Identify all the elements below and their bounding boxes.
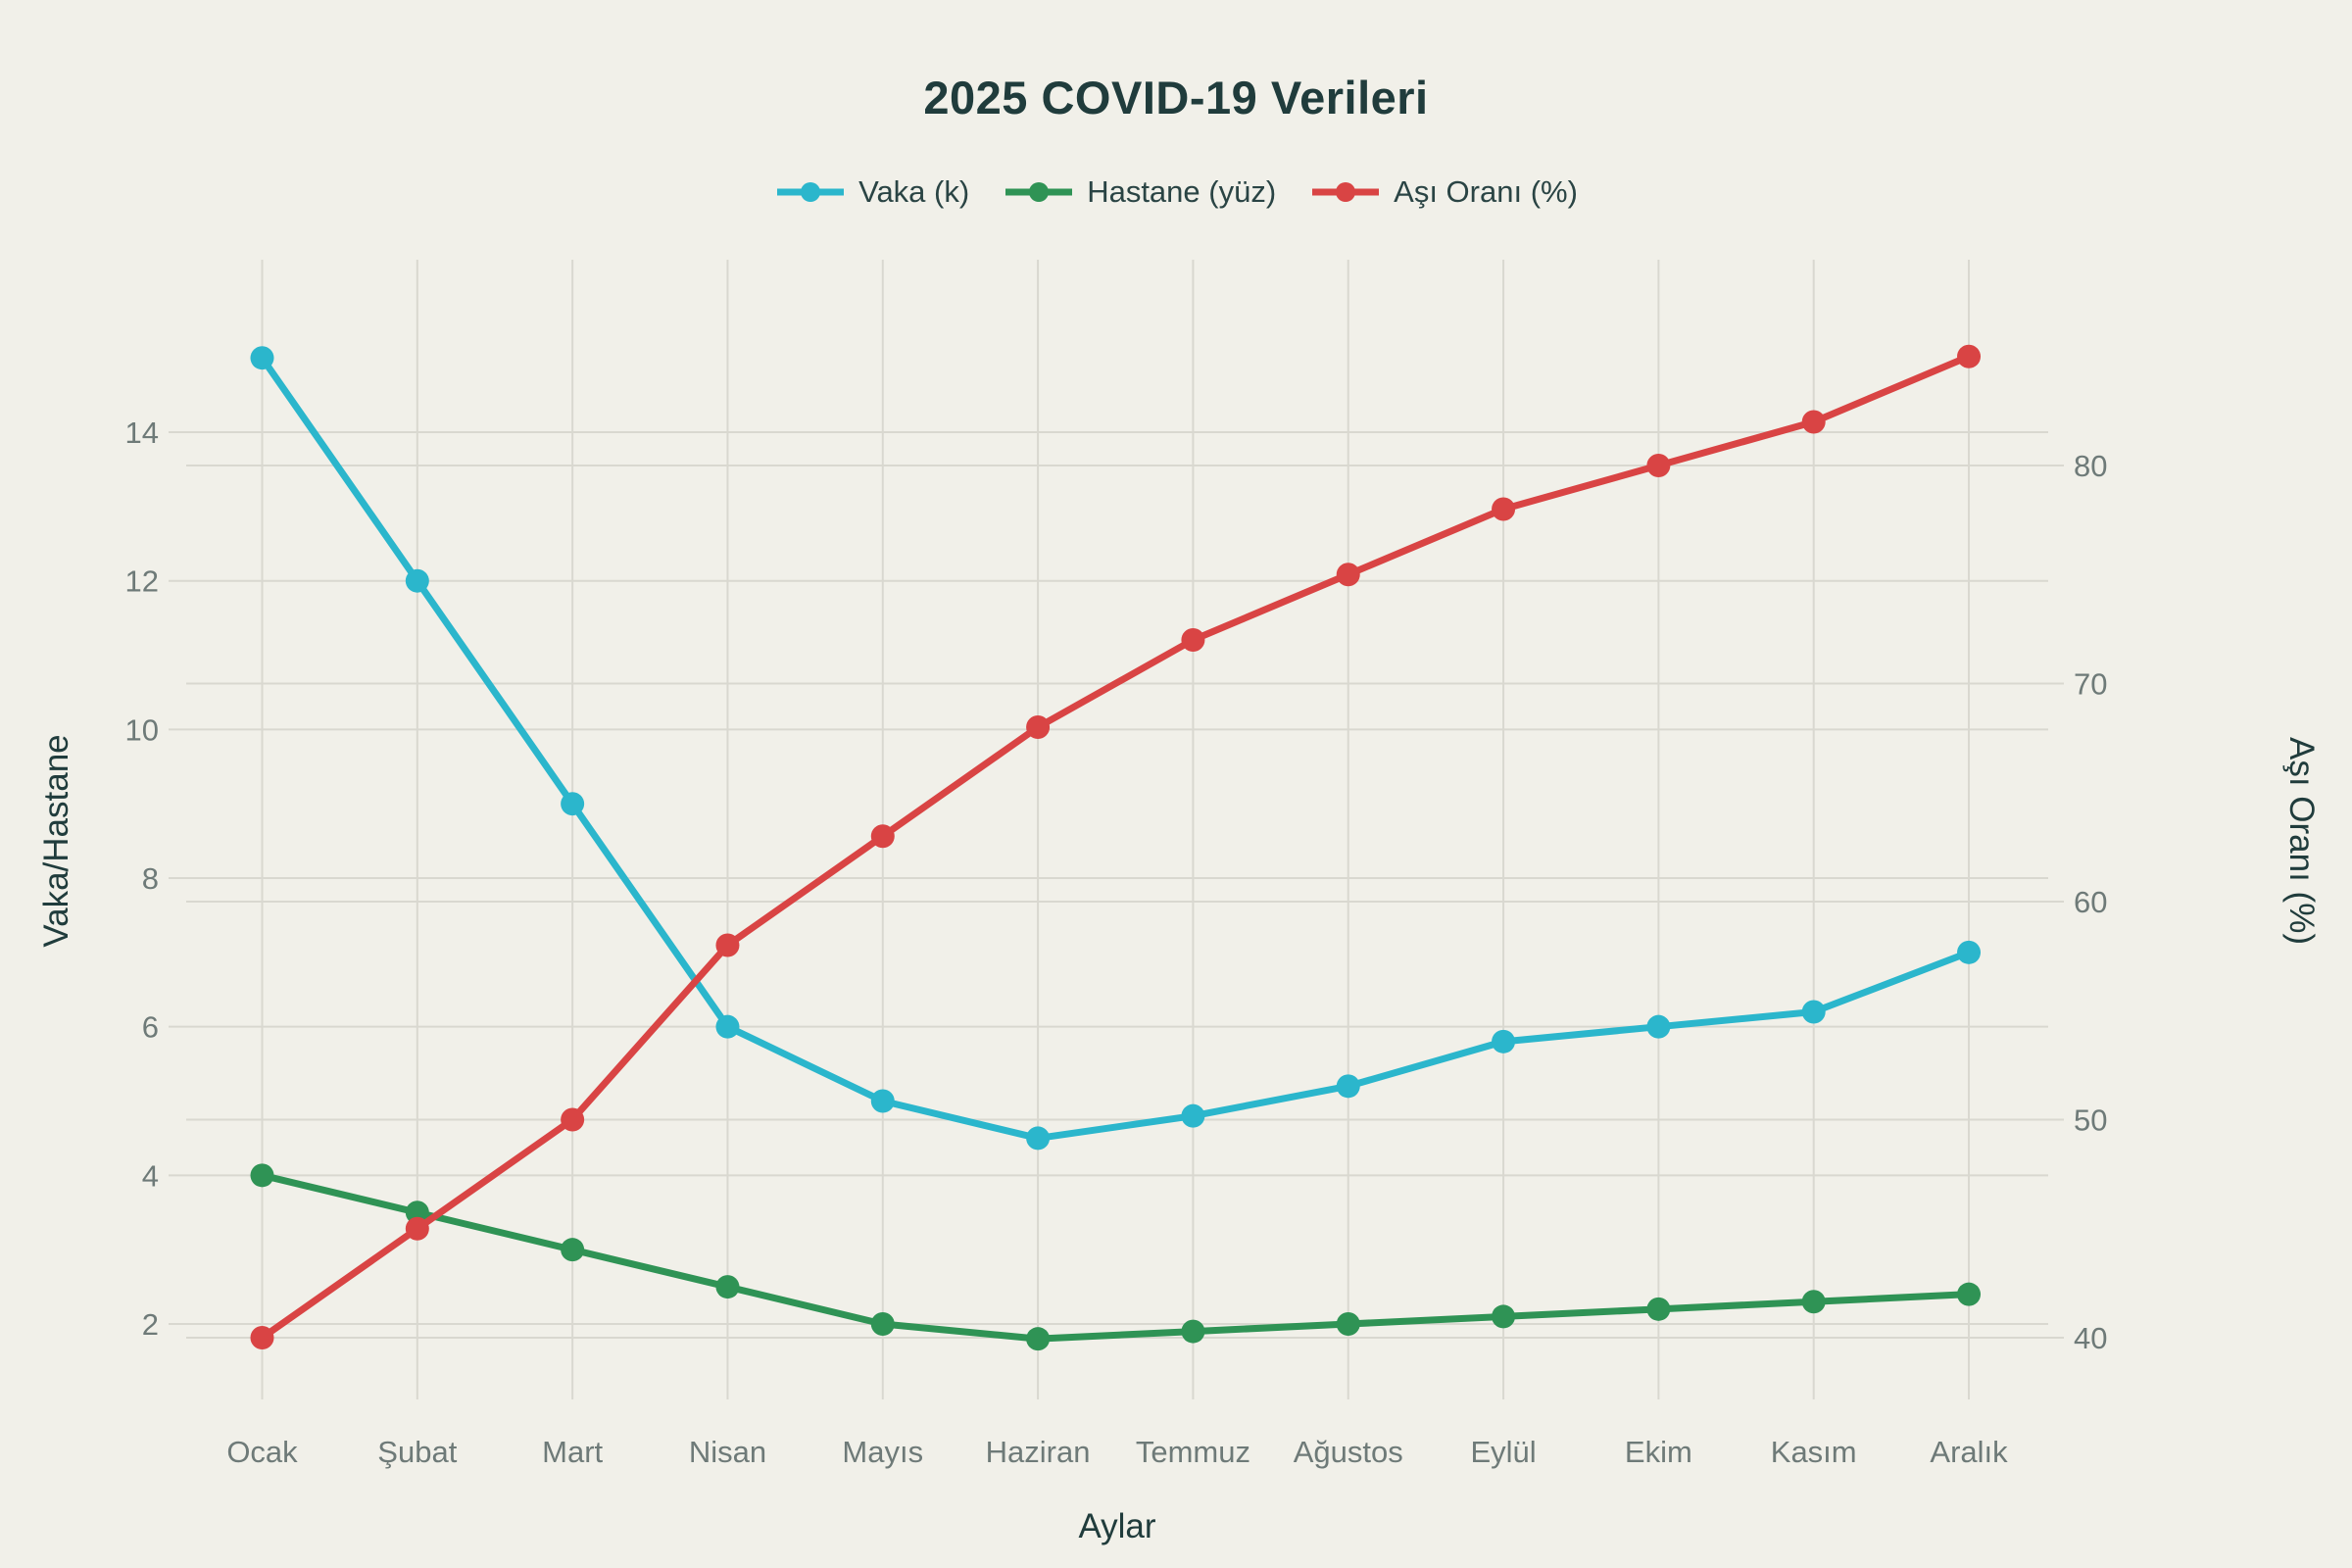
svg-text:50: 50 <box>2074 1103 2107 1138</box>
legend-marker-line-icon <box>1312 182 1380 202</box>
legend-item-vaka[interactable]: Vaka (k) <box>774 174 969 210</box>
left-axis-title: Vaka/Hastane <box>37 734 75 948</box>
right-axis-tick-labels: 40 50 60 70 80 <box>2074 449 2107 1355</box>
legend-item-asi-orani[interactable]: Aşı Oranı (%) <box>1309 174 1578 210</box>
legend-label: Aşı Oranı (%) <box>1394 174 1578 209</box>
svg-text:Aralık: Aralık <box>1930 1435 2008 1469</box>
legend-marker-line-icon <box>1005 182 1073 202</box>
left-axis-tick-labels: 2 4 6 8 10 12 14 <box>125 416 159 1342</box>
series-a-oran- <box>250 344 1982 1349</box>
svg-text:Temmuz: Temmuz <box>1136 1435 1250 1469</box>
series-hastane-y-z- <box>250 1163 1982 1351</box>
legend: Vaka (k) Hastane (yüz) Aşı Oranı (%) <box>0 174 2352 210</box>
svg-text:4: 4 <box>142 1158 159 1193</box>
svg-text:Mayıs: Mayıs <box>842 1435 923 1469</box>
svg-text:80: 80 <box>2074 449 2107 483</box>
x-axis-title: Aylar <box>1078 1507 1156 1545</box>
svg-text:6: 6 <box>142 1010 159 1045</box>
svg-text:Kasım: Kasım <box>1771 1435 1857 1469</box>
svg-text:Ağustos: Ağustos <box>1294 1435 1403 1469</box>
svg-text:Eylül: Eylül <box>1470 1435 1536 1469</box>
svg-text:Şubat: Şubat <box>377 1435 457 1469</box>
right-axis-title: Aşı Oranı (%) <box>2282 737 2321 945</box>
svg-text:70: 70 <box>2074 667 2107 702</box>
svg-text:14: 14 <box>125 416 159 450</box>
svg-text:40: 40 <box>2074 1321 2107 1355</box>
svg-text:Nisan: Nisan <box>689 1435 766 1469</box>
svg-text:Haziran: Haziran <box>986 1435 1091 1469</box>
svg-text:2: 2 <box>142 1307 159 1342</box>
svg-text:8: 8 <box>142 861 159 896</box>
legend-item-hastane[interactable]: Hastane (yüz) <box>1003 174 1276 210</box>
svg-text:Ekim: Ekim <box>1625 1435 1692 1469</box>
legend-marker-line-icon <box>777 182 845 202</box>
x-axis-tick-labels: Ocak Şubat Mart Nisan Mayıs Haziran Temmuz Ağus… <box>226 1435 2008 1469</box>
svg-text:12: 12 <box>125 564 159 599</box>
legend-label: Vaka (k) <box>858 174 970 209</box>
series-vaka-k- <box>250 346 1982 1151</box>
svg-text:10: 10 <box>125 712 159 747</box>
chart-title: 2025 COVID-19 Verileri <box>923 72 1429 123</box>
svg-text:Mart: Mart <box>542 1435 603 1469</box>
svg-text:60: 60 <box>2074 885 2107 919</box>
legend-label: Hastane (yüz) <box>1087 174 1277 209</box>
svg-text:Ocak: Ocak <box>226 1435 298 1469</box>
